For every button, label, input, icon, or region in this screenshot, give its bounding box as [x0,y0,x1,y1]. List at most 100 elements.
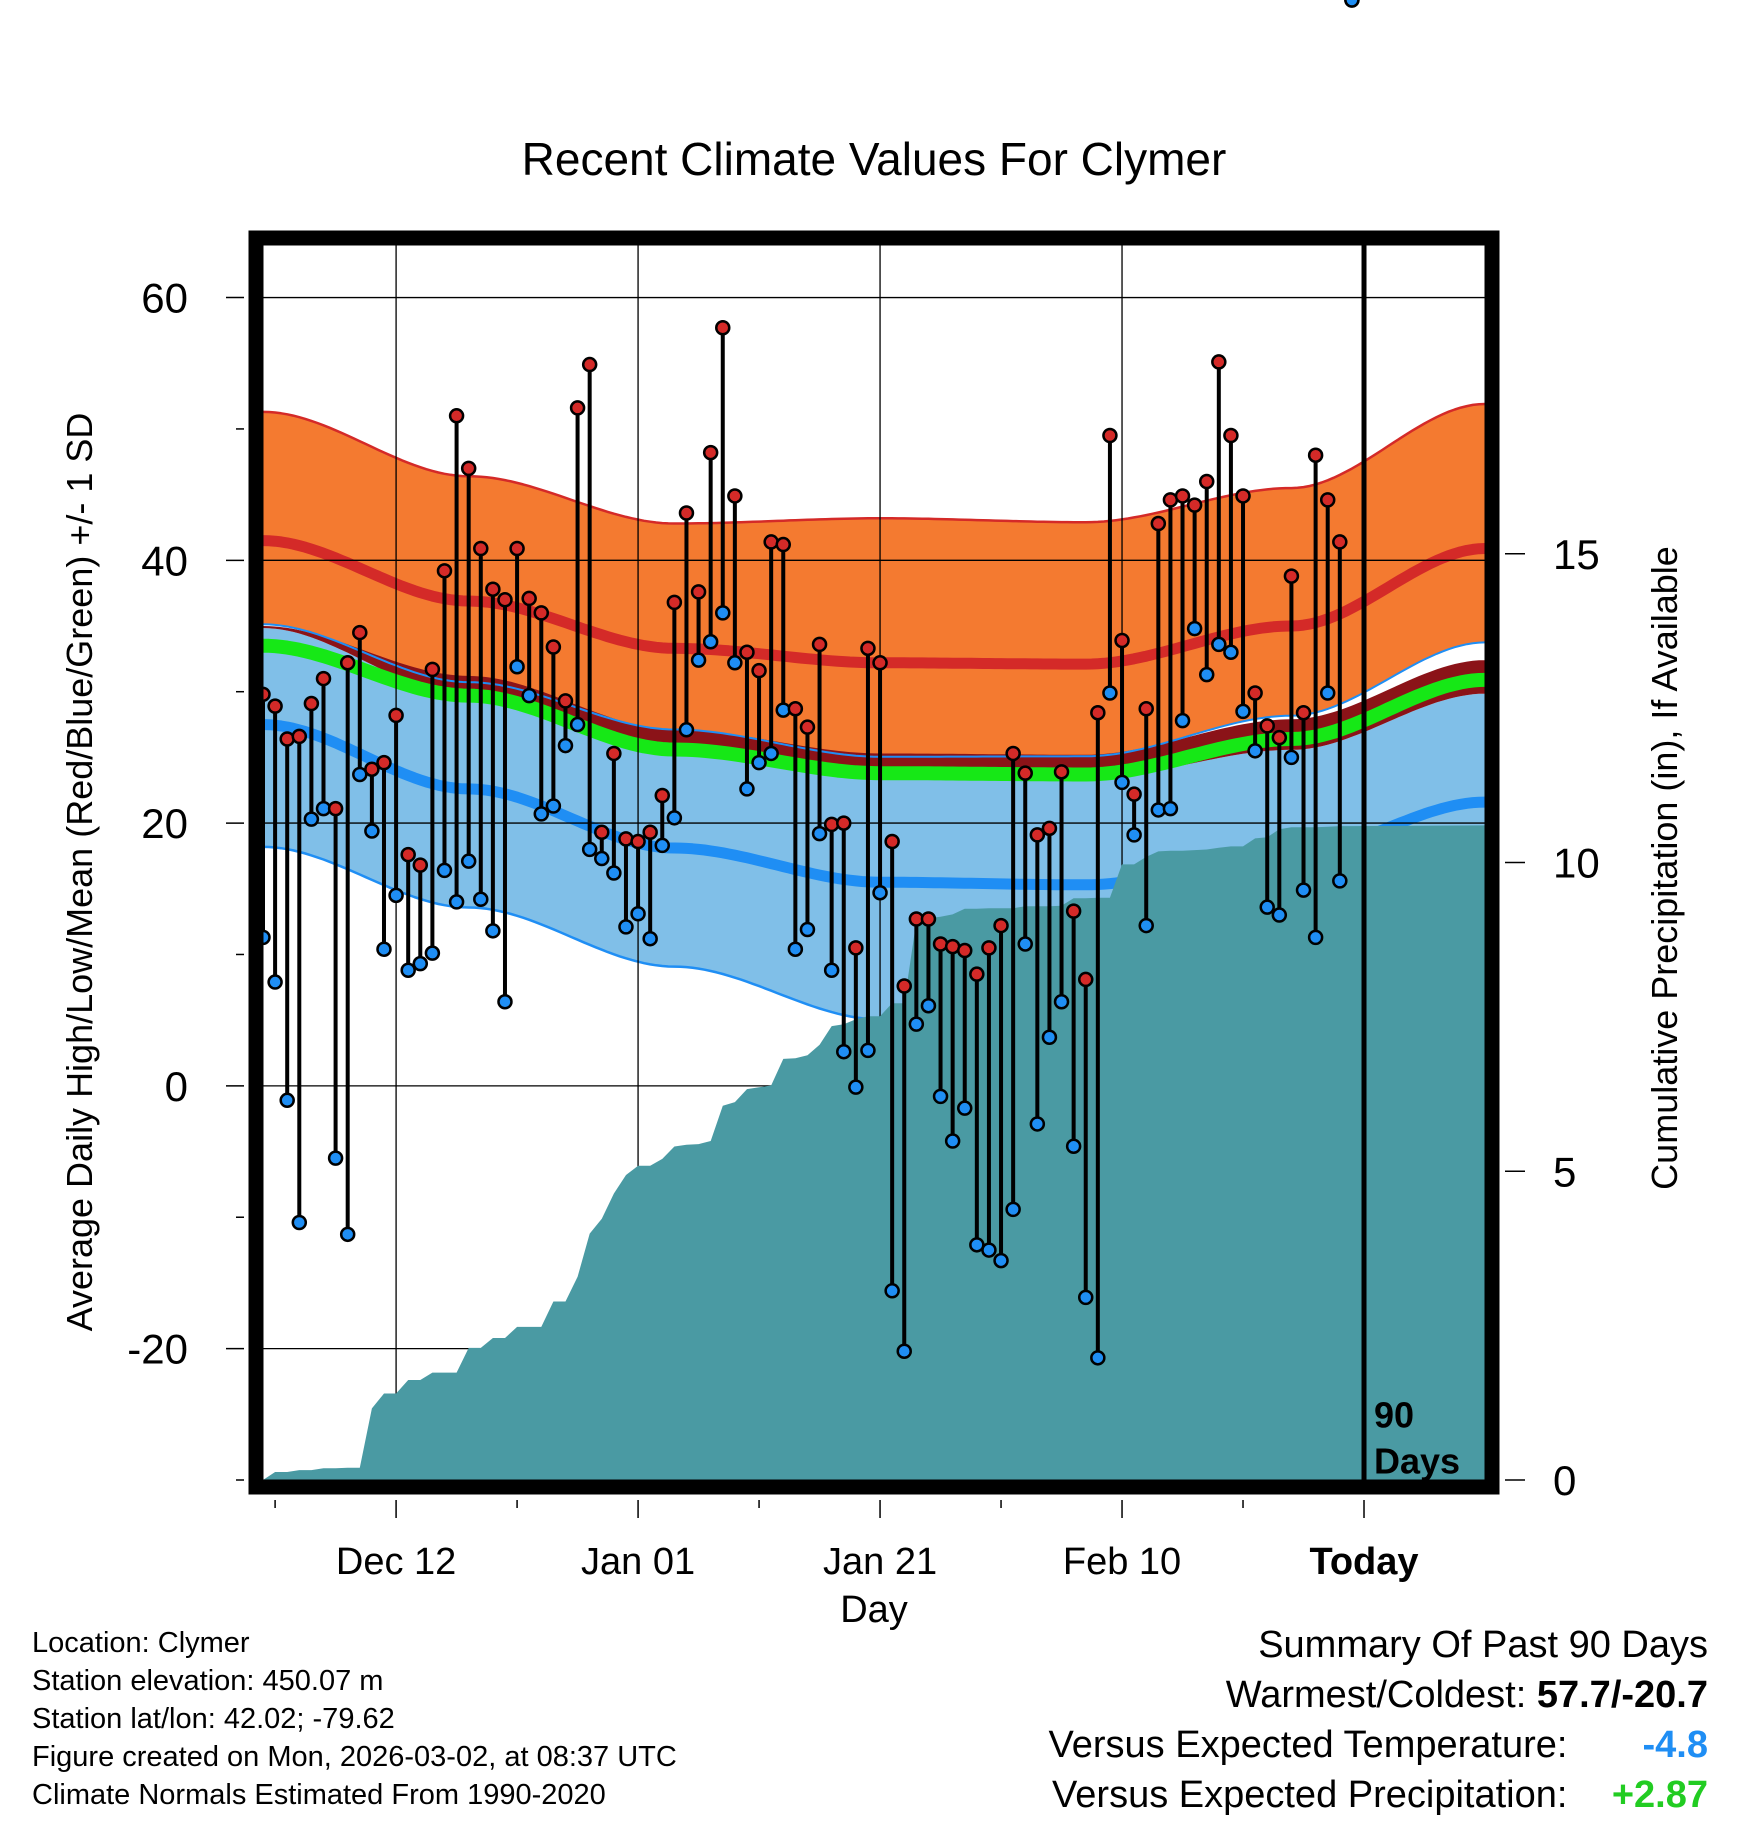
daily-low-point [1283,749,1300,766]
normals-text: Climate Normals Estimated From 1990-2020 [32,1779,606,1811]
daily-high-point [606,745,622,762]
elevation-text: Station elevation: 450.07 m [32,1665,384,1697]
daily-high-point [932,936,949,952]
daily-high-point [1077,971,1094,988]
daily-high-point [1283,568,1300,584]
daily-high-point [642,824,658,841]
daily-low-point [848,1079,864,1095]
daily-high-point [702,444,719,461]
daily-high-point [715,320,731,336]
precipitation-label: Versus Expected Precipitation: [1052,1774,1568,1816]
daily-low-point [388,887,404,904]
daily-low-point [1307,929,1324,946]
daily-low-point [376,941,392,957]
daily-high-point [811,636,828,653]
daily-low-point [291,1214,308,1231]
y-tick-label: 0 [165,1063,188,1110]
daily-low-point [412,955,429,972]
daily-low-point [690,652,707,668]
cumulative-precip-area [263,825,1485,1480]
daily-low-point [1005,1201,1021,1218]
daily-low-point [1271,907,1288,923]
daily-high-point [1005,745,1021,762]
daily-low-point [836,1043,852,1060]
daily-high-point [969,966,985,982]
daily-high-point [594,824,610,841]
daily-high-point [993,917,1009,934]
y-tick-label: 40 [141,537,188,584]
daily-low-point [1114,774,1130,791]
precipitation-value: +2.87 [1611,1774,1708,1816]
x-tick-label-today: Today [1309,1541,1418,1583]
x-tick-label: Dec 12 [336,1541,456,1583]
daily-high-point [1271,729,1288,746]
summary-panel: Summary Of Past 90 Days Warmest/Coldest:… [1049,1620,1708,1820]
daily-high-point [678,505,695,521]
daily-low-point [823,962,840,978]
daily-low-point [908,1016,925,1032]
daily-low-point [485,923,501,939]
daily-high-point [1090,704,1106,721]
daily-low-point [1186,620,1203,637]
daily-high-point [763,534,779,550]
daily-low-point [1053,994,1070,1010]
daily-low-point [944,1133,961,1149]
daily-low-point [279,1092,295,1109]
plot-frame [248,230,1500,1495]
daily-low-point [1235,703,1251,720]
daily-low-point [642,930,658,947]
daily-high-point [1259,718,1275,734]
temperature-value: -4.8 [1642,1724,1708,1766]
daily-high-point [1295,704,1312,721]
daily-low-point [594,850,610,867]
daily-high-point [1102,427,1118,444]
y2-tick-label: 0 [1553,1457,1576,1504]
daily-high-point [1174,488,1191,504]
daily-low-point [1017,936,1033,952]
daily-high-point [630,833,646,850]
y-tick-label: 60 [141,275,188,322]
warmest-coldest-value: 57.7/-20.7 [1536,1674,1708,1716]
daily-low-point [1077,1289,1094,1306]
daily-high-point [291,728,308,745]
daily-high-point [787,701,804,717]
daily-high-point [956,942,973,959]
daily-low-point [267,974,283,990]
daily-low-point [884,1283,900,1299]
daily-low-point [1198,666,1215,683]
created-text: Figure created on Mon, 2026-03-02, at 08… [32,1741,677,1773]
y2-tick-label: 5 [1553,1148,1576,1195]
daily-high-point [1307,447,1324,463]
daily-low-point [1319,685,1336,701]
daily-low-point [1041,1029,1058,1045]
daily-low-point [715,605,731,621]
daily-low-point [364,823,380,839]
daily-low-point [1174,712,1191,729]
daily-high-point [388,707,404,724]
daily-high-point [1319,492,1336,508]
daily-high-point [267,698,283,714]
daily-high-point [1126,786,1142,802]
daily-low-point [860,1042,876,1059]
daily-low-point [920,997,937,1014]
y2-tick-label: 10 [1553,840,1600,887]
daily-low-point [763,745,779,762]
daily-high-point [412,857,429,873]
daily-high-point [920,911,937,927]
daily-high-point [581,356,598,373]
daily-low-point [618,919,634,935]
daily-high-point [739,644,755,661]
daily-low-point [1211,636,1227,653]
daily-low-point [678,722,695,738]
y2-axis-label: Cumulative Precipitation (in), If Availa… [1644,546,1685,1190]
daily-high-point [775,536,792,553]
daily-high-point [460,460,477,477]
daily-high-point [448,408,465,424]
daily-low-point [993,1252,1009,1269]
y-axis-label: Average Daily High/Low/Mean (Red/Blue/Gr… [59,413,100,1332]
daily-low-point [811,825,828,842]
x-tick-label: Feb 10 [1063,1541,1181,1583]
daily-low-point [981,1242,997,1258]
daily-low-point [630,905,646,922]
